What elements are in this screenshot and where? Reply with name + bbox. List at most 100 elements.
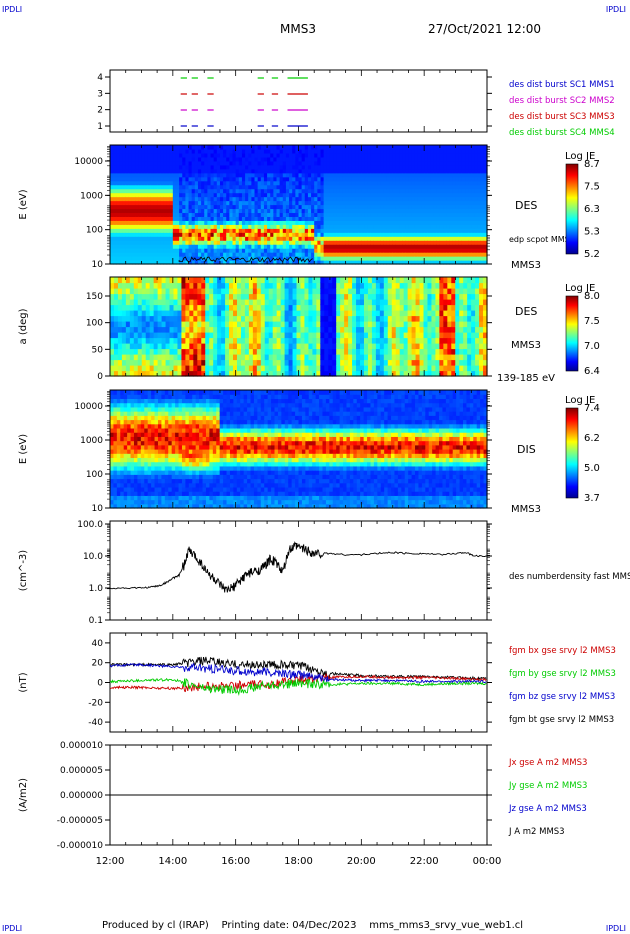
des-energy-cell — [276, 196, 281, 202]
des-energy-cell — [160, 244, 165, 249]
des-energy-cell — [194, 148, 199, 154]
des-energy-cell — [119, 160, 124, 166]
des-pitch-cell — [173, 321, 179, 328]
des-energy-cell — [144, 208, 149, 214]
des-energy-cell — [417, 160, 422, 166]
des-energy-cell — [452, 148, 457, 154]
des-energy-cell — [411, 156, 416, 162]
des-pitch-cell — [268, 277, 274, 284]
corner-label-bottom-right: IPDLI — [605, 924, 626, 933]
des-energy-cell — [480, 200, 485, 206]
des-energy-cell — [292, 240, 296, 245]
des-energy-cell — [270, 160, 274, 166]
des-energy-cell — [395, 228, 400, 233]
des-pitch-cell — [149, 332, 155, 339]
des-energy-cell — [439, 172, 444, 178]
des-energy-cell — [257, 160, 262, 166]
des-energy-cell — [298, 244, 303, 249]
des-energy-cell — [345, 224, 350, 229]
des-energy-cell — [323, 164, 328, 170]
des-energy-cell — [160, 164, 165, 170]
des-energy-cell — [260, 252, 265, 257]
des-energy-cell — [336, 168, 340, 174]
des-energy-cell — [131, 152, 136, 158]
des-pitch-cell — [356, 282, 361, 289]
des-energy-cell — [267, 220, 271, 225]
des-pitch-cell — [304, 332, 310, 339]
des-energy-cell — [449, 248, 454, 253]
des-energy-cell — [251, 256, 256, 261]
des-energy-cell — [326, 176, 331, 182]
des-energy-cell — [468, 160, 472, 166]
des-energy-cell — [430, 156, 435, 162]
des-energy-cell — [424, 180, 428, 186]
des-energy-cell — [461, 168, 466, 174]
des-energy-cell — [351, 236, 356, 241]
des-energy-cell — [326, 168, 331, 174]
des-pitch-cell — [296, 332, 302, 339]
des-energy-cell — [408, 168, 413, 174]
des-energy-cell — [119, 228, 124, 233]
des-pitch-cell — [280, 348, 286, 355]
des-energy-cell — [333, 188, 337, 194]
des-energy-cell — [326, 252, 331, 257]
des-pitch-cell — [177, 277, 183, 284]
des-energy-cell — [333, 224, 337, 229]
des-pitch-cell — [157, 343, 163, 350]
des-pitch-cell — [181, 299, 186, 306]
des-energy-cell — [364, 172, 369, 178]
des-energy-cell — [238, 256, 243, 261]
des-energy-cell — [436, 164, 441, 170]
des-pitch-cell — [236, 359, 242, 366]
des-energy-cell — [370, 248, 375, 253]
des-energy-cell — [150, 152, 155, 158]
des-energy-cell — [383, 196, 388, 202]
des-energy-cell — [320, 252, 325, 257]
des-energy-cell — [483, 260, 488, 265]
des-energy-cell — [424, 236, 428, 241]
des-energy-cell — [260, 224, 265, 229]
des-energy-cell — [213, 172, 218, 178]
des-energy-cell — [455, 156, 460, 162]
des-energy-cell — [424, 164, 428, 170]
des-energy-cell — [197, 248, 202, 253]
des-pitch-cell — [153, 315, 159, 322]
des-pitch-cell — [352, 365, 357, 372]
des-energy-cell — [229, 152, 234, 158]
des-energy-cell — [386, 168, 391, 174]
des-pitch-cell — [189, 293, 194, 300]
des-energy-cell — [191, 145, 196, 150]
des-energy-cell — [131, 145, 136, 150]
des-pitch-cell — [332, 315, 337, 322]
des-energy-cell — [125, 252, 130, 257]
des-energy-cell — [373, 244, 378, 249]
des-energy-cell — [317, 248, 322, 253]
des-energy-cell — [138, 184, 143, 190]
des-energy-cell — [248, 148, 252, 154]
des-pitch-cell — [312, 315, 317, 322]
des-energy-colorbar-tick: 5.3 — [584, 227, 600, 238]
des-pitch-cell — [165, 310, 171, 317]
des-energy-cell — [367, 240, 372, 245]
des-pitch-cell — [165, 315, 171, 322]
des-energy-cell — [351, 156, 356, 162]
des-energy-cell — [367, 244, 372, 249]
des-energy-cell — [169, 168, 174, 174]
des-energy-cell — [314, 244, 318, 249]
des-energy-cell — [235, 244, 240, 249]
des-energy-cell — [179, 228, 183, 233]
des-energy-cell — [414, 212, 419, 217]
des-pitch-cell — [209, 288, 214, 295]
des-pitch-cell — [157, 359, 163, 366]
des-energy-cell — [216, 192, 221, 198]
des-pitch-cell — [213, 315, 218, 322]
des-energy-cell — [197, 172, 202, 178]
des-energy-cell — [301, 216, 306, 221]
des-energy-cell — [248, 160, 252, 166]
des-energy-cell — [289, 164, 293, 170]
des-energy-cell — [465, 200, 469, 206]
des-pitch-cell — [328, 348, 333, 355]
des-energy-cell — [267, 236, 271, 241]
des-energy-cell — [157, 164, 161, 170]
des-energy-cell — [248, 224, 252, 229]
